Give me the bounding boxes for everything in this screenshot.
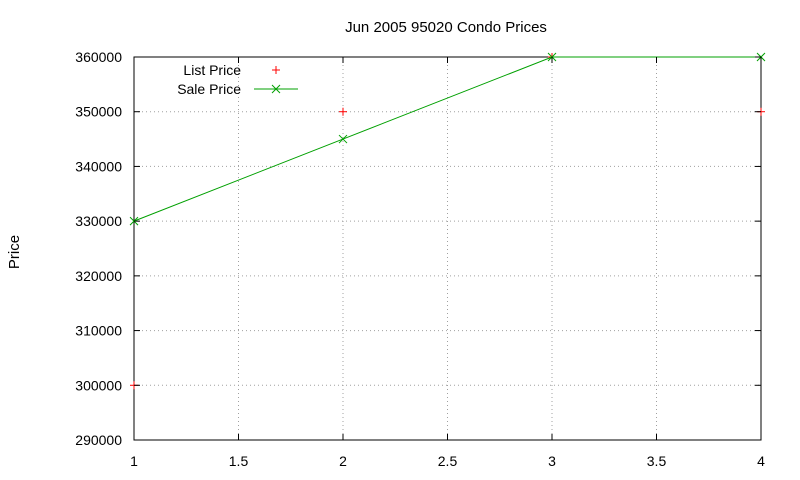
x-tick-label: 2.5 [438,453,458,469]
legend-item-sale-price: Sale Price [177,81,298,97]
data-point-sale-price [338,134,348,144]
x-tick-label: 1 [130,453,138,469]
y-tick-label: 290000 [75,432,122,448]
x-tick-label: 3 [548,453,556,469]
plot-frame [133,56,762,441]
y-tick-label: 310000 [75,323,122,339]
y-tick-label: 360000 [75,49,122,65]
legend-marker [271,84,281,94]
x-tick-label: 3.5 [647,453,667,469]
chart-title: Jun 2005 95020 Condo Prices [345,19,547,36]
series-sale-price [129,52,766,226]
legend: List Price Sale Price [177,62,298,97]
data-point-list-price [339,107,347,116]
legend-label: Sale Price [177,81,241,97]
legend-item-list-price: List Price [183,62,280,78]
y-axis-label: Price [6,235,23,269]
y-tick-label: 330000 [75,213,122,229]
y-tick-label: 300000 [75,377,122,393]
x-tick-label: 4 [757,453,765,469]
x-tick-label: 1.5 [229,453,249,469]
legend-marker [272,66,280,74]
legend-label: List Price [183,62,241,78]
y-tick-label: 340000 [75,158,122,174]
tick-labels: 1 1.5 2 2.5 3 3.5 4 290000 300000 310000 320000 330… [75,49,765,469]
y-tick-label: 350000 [75,104,122,120]
x-tick-label: 2 [339,453,347,469]
y-tick-label: 320000 [75,268,122,284]
grid [133,56,762,441]
